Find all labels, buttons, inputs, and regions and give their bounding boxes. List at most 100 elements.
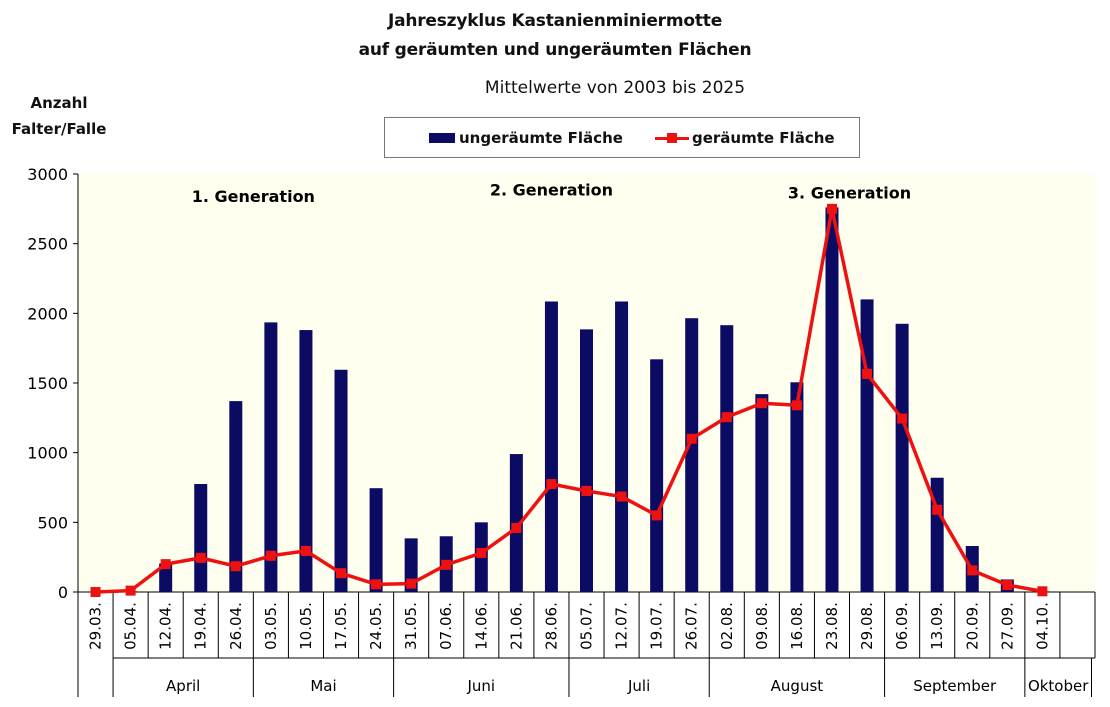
month-label: April [166, 677, 200, 695]
y-axis-label-line2: Falter/Falle [11, 120, 107, 138]
bar [264, 322, 278, 592]
line-marker [932, 504, 943, 515]
x-tick-label: 31.05. [402, 602, 420, 650]
line-marker [476, 547, 487, 558]
line-series-geraeumt [95, 207, 1043, 594]
month-label: August [771, 677, 824, 695]
line-marker [90, 587, 101, 597]
x-tick-label: 29.08. [858, 602, 876, 650]
x-tick-label: 23.08. [823, 602, 841, 650]
bar [720, 325, 734, 592]
x-tick-label: 28.06. [542, 602, 560, 650]
bar [825, 207, 839, 592]
bar [159, 563, 173, 592]
x-tick-label: 13.09. [928, 602, 946, 650]
bar [580, 329, 593, 592]
line-marker [371, 579, 382, 590]
line-marker [616, 491, 627, 502]
bar [650, 359, 664, 592]
chart-title-line1: Jahreszyklus Kastanienminiermotte [387, 11, 723, 31]
legend-item-ungeraeumt: ungeräumte Fläche [429, 129, 623, 147]
x-tick-label: 12.04. [157, 602, 175, 650]
x-tick-label: 20.09. [963, 602, 981, 650]
line-marker [406, 578, 417, 589]
bar [369, 488, 383, 592]
y-tick-label: 0 [58, 583, 68, 602]
x-tick-label: 17.05. [332, 602, 350, 650]
x-tick-label: 04.10. [1033, 602, 1051, 650]
bar [299, 330, 313, 592]
generation-annotation: 1. Generation [192, 187, 315, 206]
y-tick-label: 3000 [27, 165, 68, 184]
x-tick-label: 07.06. [437, 602, 455, 650]
generation-annotation: 3. Generation [788, 183, 911, 202]
y-tick-label: 2000 [27, 304, 68, 323]
bar [544, 301, 558, 592]
line-marker [441, 559, 452, 570]
x-tick-label: 19.04. [192, 602, 210, 650]
month-label: Juli [627, 677, 650, 695]
line-marker [651, 510, 662, 521]
line-marker [581, 485, 592, 496]
bar [615, 301, 629, 592]
line-marker [336, 568, 347, 579]
line-marker [826, 203, 837, 214]
y-tick-label: 1000 [27, 444, 68, 463]
x-tick-label: 10.05. [297, 602, 315, 650]
line-marker [265, 550, 276, 561]
line-marker [1037, 586, 1048, 597]
line-marker [300, 545, 311, 556]
y-axis-label: Anzahl Falter/Falle [0, 90, 118, 142]
bar [895, 323, 909, 592]
bar [194, 484, 208, 592]
x-tick-label: 29.03. [87, 602, 105, 650]
month-label: Oktober [1028, 677, 1089, 695]
x-tick-label: 12.07. [613, 602, 631, 650]
y-tick-label: 1500 [27, 374, 68, 393]
chart-title-line2: auf geräumten und ungeräumten Flächen [358, 40, 752, 60]
line-marker [897, 413, 908, 424]
line-marker [686, 433, 697, 444]
x-tick-label: 21.06. [507, 602, 525, 650]
x-tick-label: 24.05. [367, 602, 385, 650]
legend-label-ungeraeumt: ungeräumte Fläche [459, 129, 623, 147]
line-marker [511, 522, 522, 533]
x-tick-label: 05.04. [122, 602, 140, 650]
x-tick-label: 09.08. [753, 602, 771, 650]
line-marker [862, 368, 873, 379]
line-marker [195, 552, 206, 563]
y-tick-label: 2500 [27, 235, 68, 254]
x-tick-label: 19.07. [648, 602, 666, 650]
bar [860, 299, 874, 592]
legend-line-swatch [655, 133, 689, 143]
x-tick-label: 03.05. [262, 602, 280, 650]
line-marker [791, 400, 802, 411]
bar [334, 369, 348, 592]
x-tick-label: 16.08. [788, 602, 806, 650]
generation-annotation: 2. Generation [490, 181, 613, 200]
x-tick-label: 14.06. [472, 602, 490, 650]
line-marker [230, 561, 241, 572]
legend: ungeräumte Fläche geräumte Fläche [384, 117, 860, 158]
bar [685, 318, 699, 592]
x-tick-label: 05.07. [578, 602, 596, 650]
bar [229, 401, 243, 592]
line-marker [721, 412, 732, 423]
line-marker [756, 398, 767, 409]
y-tick-label: 500 [37, 513, 68, 532]
legend-item-geraeumt: geräumte Fläche [655, 129, 835, 147]
chart-subtitle: Mittelwerte von 2003 bis 2025 [484, 78, 746, 98]
legend-bar-swatch [429, 133, 455, 143]
month-label: Juni [466, 677, 495, 695]
line-marker [125, 585, 136, 596]
line-marker [1002, 580, 1013, 591]
line-marker [967, 565, 978, 576]
bar [755, 394, 769, 592]
month-label: Mai [310, 677, 336, 695]
line-marker [160, 559, 171, 570]
bar [790, 382, 804, 592]
legend-label-geraeumt: geräumte Fläche [692, 129, 835, 147]
line-marker [546, 479, 557, 490]
x-tick-label: 02.08. [718, 602, 736, 650]
